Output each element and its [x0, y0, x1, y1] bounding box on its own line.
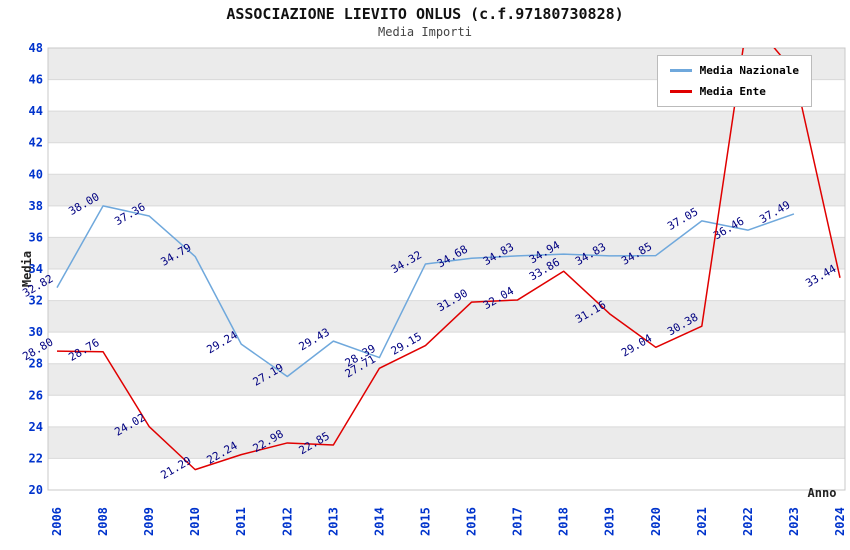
svg-text:36: 36 [29, 230, 43, 244]
legend-item-media-ente: Media Ente [669, 85, 799, 98]
svg-text:22: 22 [29, 451, 43, 465]
svg-text:2019: 2019 [603, 507, 617, 536]
svg-text:2022: 2022 [741, 507, 755, 536]
svg-text:48: 48 [29, 41, 43, 55]
svg-text:26: 26 [29, 388, 43, 402]
svg-text:44: 44 [29, 104, 43, 118]
svg-text:2014: 2014 [372, 507, 386, 536]
legend-item-media-nazionale: Media Nazionale [669, 64, 799, 77]
svg-text:2023: 2023 [787, 507, 801, 536]
svg-text:2015: 2015 [418, 507, 432, 536]
legend-swatch-media-ente [669, 90, 692, 93]
x-axis-tick-labels: 2006 2008 2009 2010 2011 2012 2013 2014 2015 2016… [50, 507, 847, 536]
svg-text:30: 30 [29, 325, 43, 339]
svg-text:20: 20 [29, 483, 43, 497]
legend: Media Nazionale Media Ente [656, 55, 812, 107]
svg-text:2008: 2008 [96, 507, 110, 536]
svg-text:40: 40 [29, 167, 43, 181]
svg-text:2009: 2009 [142, 507, 156, 536]
x-axis-title: Anno [808, 486, 837, 500]
svg-text:2021: 2021 [695, 507, 709, 536]
svg-text:32: 32 [29, 294, 43, 308]
y-axis-tick-labels: 20 22 24 26 28 30 32 34 36 38 40 42 44 46 48 [29, 41, 43, 497]
svg-text:2013: 2013 [326, 507, 340, 536]
y-axis-title: Media [20, 251, 34, 287]
svg-text:2017: 2017 [511, 507, 525, 536]
svg-text:2016: 2016 [465, 507, 479, 536]
chart-subtitle: Media Importi [378, 25, 472, 39]
svg-text:42: 42 [29, 136, 43, 150]
plot-border [47, 47, 846, 491]
svg-text:2006: 2006 [50, 507, 64, 536]
svg-text:38: 38 [29, 199, 43, 213]
svg-text:34: 34 [29, 262, 43, 276]
legend-swatch-media-nazionale [669, 69, 692, 72]
svg-text:2011: 2011 [234, 507, 248, 536]
svg-text:2012: 2012 [280, 507, 294, 536]
svg-text:2018: 2018 [557, 507, 571, 536]
plot-bands [48, 48, 845, 490]
svg-text:24: 24 [29, 420, 43, 434]
svg-text:46: 46 [29, 73, 43, 87]
svg-text:2010: 2010 [188, 507, 202, 536]
legend-label-media-ente: Media Ente [699, 85, 766, 98]
svg-text:2024: 2024 [833, 507, 847, 536]
svg-text:2020: 2020 [649, 507, 663, 536]
chart-title: ASSOCIAZIONE LIEVITO ONLUS (c.f.97180730… [226, 5, 624, 23]
svg-text:28: 28 [29, 357, 43, 371]
legend-label-media-nazionale: Media Nazionale [699, 64, 799, 77]
